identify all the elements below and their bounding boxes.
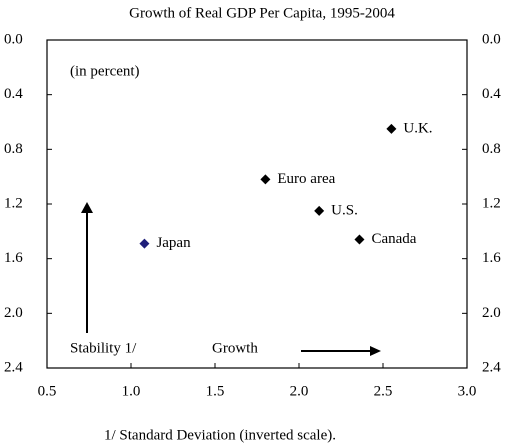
point-label: U.K. <box>403 120 432 136</box>
arrow-head <box>81 202 93 213</box>
y2-tick-label: 0.8 <box>482 141 501 157</box>
point <box>386 123 397 134</box>
point-label: Euro area <box>277 171 335 187</box>
y-tick-label: 0.4 <box>4 86 23 102</box>
y2-tick-label: 0.0 <box>482 31 501 47</box>
y-tick-label: 0.0 <box>4 31 23 47</box>
y2-tick-label: 1.6 <box>482 250 501 266</box>
point <box>139 238 150 249</box>
x-tick-label: 0.5 <box>38 383 57 399</box>
y-tick-label: 1.6 <box>4 250 23 266</box>
y2-tick-label: 2.4 <box>482 359 501 375</box>
footnote: 1/ Standard Deviation (inverted scale). <box>104 427 336 443</box>
y-tick-label: 0.8 <box>4 141 23 157</box>
x-tick-label: 2.5 <box>374 383 393 399</box>
chart-title: Growth of Real GDP Per Capita, 1995-2004 <box>129 5 395 21</box>
x-tick-label: 1.0 <box>122 383 141 399</box>
point-label: Canada <box>371 231 416 247</box>
point <box>354 234 365 245</box>
plot-frame <box>46 39 468 369</box>
point <box>314 205 325 216</box>
annotation: Stability 1/ <box>70 340 137 356</box>
point-label: Japan <box>156 235 191 251</box>
annotation: (in percent) <box>70 63 140 79</box>
x-tick-label: 2.0 <box>290 383 309 399</box>
arrow-head <box>370 346 381 356</box>
annotation: Growth <box>212 340 258 356</box>
x-tick-label: 3.0 <box>458 383 477 399</box>
point-label: U.S. <box>331 202 358 218</box>
point <box>260 174 271 185</box>
y-tick-label: 2.4 <box>4 359 23 375</box>
y2-tick-label: 1.2 <box>482 195 501 211</box>
x-tick-label: 1.5 <box>206 383 225 399</box>
y2-tick-label: 2.0 <box>482 305 501 321</box>
y-tick-label: 1.2 <box>4 195 23 211</box>
y2-tick-label: 0.4 <box>482 86 501 102</box>
y-tick-label: 2.0 <box>4 305 23 321</box>
